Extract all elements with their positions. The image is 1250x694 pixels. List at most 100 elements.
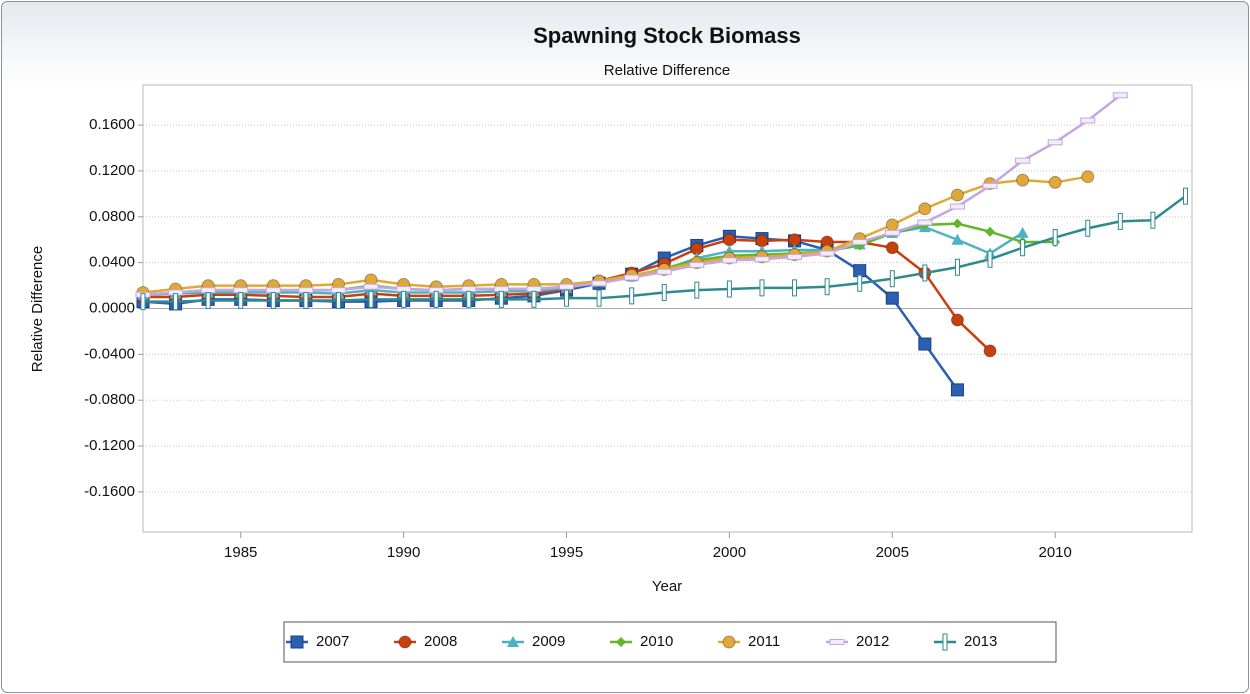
data-point [629,287,635,305]
data-point [1016,173,1030,187]
data-point [885,291,899,305]
data-point [754,256,770,263]
data-point [857,274,863,292]
legend-marker [507,636,519,647]
data-point [661,283,667,301]
data-point [1020,239,1026,257]
data-point [433,290,439,308]
y-tick-label: 0.1200 [89,162,135,179]
data-point [755,234,769,248]
chart-subtitle: Relative Difference [604,62,730,79]
data-point [689,261,705,268]
data-point [493,286,509,293]
x-tick-label: 1995 [550,544,583,561]
legend-marker [722,635,736,649]
data-point [596,289,602,307]
data-point [954,258,960,276]
data-point [983,344,997,358]
y-tick-label: -0.1600 [84,483,135,500]
y-tick-label: 0.1600 [89,116,135,133]
data-point [233,287,249,294]
data-point [949,203,965,210]
data-point [624,274,640,281]
data-point [985,226,996,237]
y-tick-label: 0.0800 [89,208,135,225]
data-point [951,233,964,245]
data-point [726,280,732,298]
data-point [889,270,895,288]
x-tick-label: 2010 [1038,544,1071,561]
data-point [787,253,803,260]
legend-label: 2010 [640,633,673,650]
data-point [950,313,964,327]
data-point [1047,139,1063,146]
legend-marker [829,639,845,645]
data-point [330,287,346,294]
data-point [591,280,607,287]
data-point [917,219,933,226]
data-point [140,293,146,311]
y-tick-label: -0.0800 [84,391,135,408]
data-point [852,239,868,246]
data-point [721,257,737,264]
x-tick-label: 1985 [224,544,257,561]
data-point [950,383,964,397]
data-point [466,290,472,308]
chart-title: Spawning Stock Biomass [533,23,801,48]
data-point [270,291,276,309]
data-point [298,287,314,294]
x-tick-label: 2000 [713,544,746,561]
legend-label: 2013 [964,633,997,650]
data-point [922,264,928,282]
data-point [982,182,998,189]
y-tick-label: -0.1200 [84,437,135,454]
data-point [1112,92,1128,99]
legend-label: 2011 [748,633,780,650]
y-tick-label: -0.0400 [84,345,135,362]
data-point [368,290,374,308]
data-point [885,241,899,255]
data-point [819,250,835,257]
data-point [1150,211,1156,229]
data-point [1117,212,1123,230]
data-point [363,283,379,290]
data-point [1080,117,1096,124]
data-point [885,218,899,232]
data-point [526,286,542,293]
data-point [824,278,830,296]
data-point [564,289,570,307]
x-tick-label: 2005 [876,544,909,561]
data-point [722,233,736,247]
x-tick-label: 1990 [387,544,420,561]
data-point [918,202,932,216]
data-point [303,291,309,309]
x-axis-label: Year [652,578,682,595]
data-point [531,290,537,308]
data-point [694,281,700,299]
data-point [1081,170,1095,184]
data-point [173,293,179,311]
legend-label: 2009 [532,633,565,650]
data-point [205,291,211,309]
data-point [1016,226,1029,238]
legend-marker [616,637,626,647]
legend-label: 2007 [316,633,349,650]
data-point [335,291,341,309]
data-point [461,286,477,293]
legend-marker [290,635,304,649]
data-point [200,287,216,294]
data-point [401,290,407,308]
data-point [396,286,412,293]
y-axis-label: Relative Difference [29,246,46,372]
data-point [498,290,504,308]
data-point [1085,219,1091,237]
data-point [238,291,244,309]
data-point [559,283,575,290]
data-point [788,233,802,247]
data-point [1048,175,1062,189]
legend-marker [398,635,412,649]
data-point [1015,157,1031,164]
data-point [1182,187,1188,205]
